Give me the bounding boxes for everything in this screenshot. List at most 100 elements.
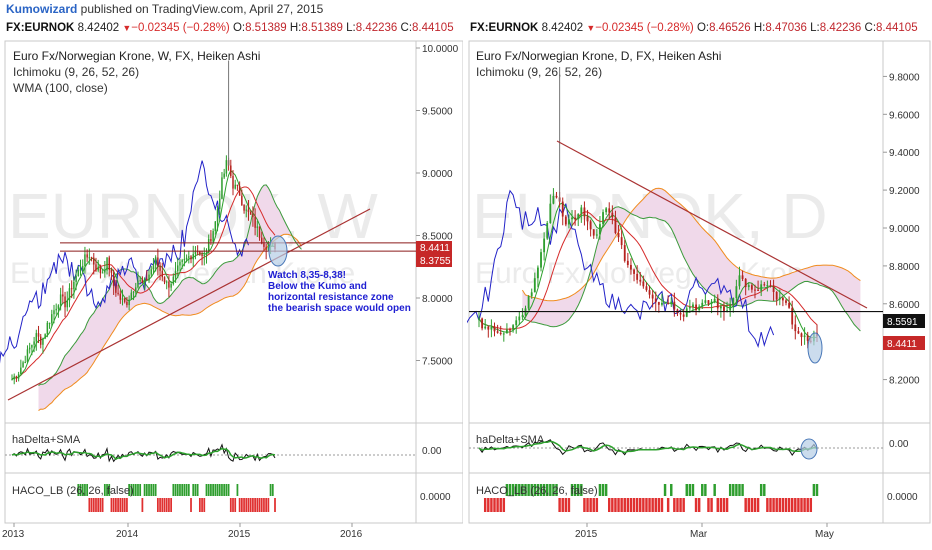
left-change: −0.02345 (−0.28%) <box>131 22 230 34</box>
weekly-kumo-cloud <box>38 184 302 411</box>
left-candle-body <box>247 209 250 213</box>
right-candle-body <box>757 289 760 291</box>
left-candle-body <box>179 261 181 266</box>
weekly-haco-tick: 0.0000 <box>420 492 451 503</box>
daily-hadelta-highlight <box>800 438 818 460</box>
right-h-label: H: <box>753 22 766 34</box>
left-haco-bar-down <box>260 498 263 512</box>
right-candle-body <box>546 223 549 239</box>
left-haco-bar-up <box>179 484 181 496</box>
right-haco-bar-down <box>809 498 813 512</box>
right-haco-bar-up <box>511 484 515 496</box>
right-haco-bar-down <box>775 498 778 512</box>
left-candle-body <box>115 285 117 293</box>
left-haco-bar-up <box>132 484 135 496</box>
left-candle-body <box>117 292 119 294</box>
left-c-label: C: <box>400 22 413 34</box>
right-haco-bar-down <box>769 498 772 512</box>
right-candle-body <box>648 290 651 295</box>
left-haco-bar-down <box>114 498 117 512</box>
daily-trendline <box>556 140 868 309</box>
daily-indicator-ichimoku: Ichimoku (9, 26, 52, 26) <box>476 65 602 79</box>
left-candle-body <box>28 347 31 350</box>
right-haco-bar-down <box>483 498 487 512</box>
right-haco-bar-down <box>558 498 561 512</box>
left-haco-bar-up <box>218 484 221 496</box>
left-haco-bar-up <box>210 484 212 496</box>
left-haco-bar-up <box>103 484 106 496</box>
weekly-haco-pane[interactable] <box>4 472 417 524</box>
right-haco-bar-up <box>713 484 716 496</box>
right-haco-bar-down <box>648 498 651 512</box>
left-haco-bar-up <box>187 484 190 496</box>
right-haco-bar-down <box>750 498 754 512</box>
left-candle-body <box>212 231 214 242</box>
left-haco-bar-up <box>174 484 177 496</box>
right-symbol[interactable]: FX:EURNOK <box>470 22 539 34</box>
left-candle-body <box>243 205 245 211</box>
daily-haco-pane[interactable] <box>468 472 884 524</box>
left-candle-body <box>95 264 97 271</box>
left-haco-bar-down <box>161 498 164 512</box>
weekly-price-tag-1-text: 8.4411 <box>420 243 450 254</box>
right-haco-bar-down <box>666 498 670 512</box>
left-candle-body <box>20 367 22 375</box>
left-symbol[interactable]: FX:EURNOK <box>6 22 75 34</box>
right-candle-body <box>496 331 499 333</box>
left-haco-bar-down <box>123 498 126 512</box>
daily-price-axis[interactable] <box>882 40 931 424</box>
right-haco-bar-down <box>725 498 729 512</box>
left-y-tick-2: 9.0000 <box>422 169 453 180</box>
right-candle-body <box>533 278 536 293</box>
weekly-chart[interactable]: EURNOK, W Euro Fx/Norwegian Krone Euro F… <box>0 38 463 542</box>
right-haco-bar-up <box>728 484 732 496</box>
weekly-indicator-wma: WMA (100, close) <box>13 81 108 95</box>
daily-senkou-a <box>521 206 861 332</box>
right-candle-body <box>484 326 487 329</box>
right-candle-body <box>589 221 592 230</box>
right-haco-bar-up <box>524 484 527 496</box>
left-haco-bar-down <box>267 498 270 512</box>
daily-haco-label: HACO_LB (26, 26, false) <box>476 485 598 497</box>
right-haco-bar-down <box>642 498 645 512</box>
left-haco-bar-up <box>150 484 153 496</box>
left-haco-bar-down <box>159 498 161 512</box>
left-candle-body <box>174 271 177 277</box>
left-candle-body <box>196 251 199 253</box>
right-candle-body <box>549 203 552 224</box>
left-candle-body <box>241 195 243 206</box>
left-candle-body <box>90 257 93 259</box>
daily-haco-bars <box>483 484 819 512</box>
left-h-value: 8.51389 <box>301 22 343 34</box>
left-candle-body <box>199 251 201 255</box>
left-candle-body <box>258 226 261 238</box>
right-candle-body <box>719 306 722 309</box>
weekly-hadelta-pane[interactable] <box>4 422 417 474</box>
annotation-line-3: horizontal resistance zone <box>268 292 394 303</box>
left-candle-body <box>106 257 108 271</box>
right-candle-body <box>623 245 626 261</box>
left-candle-body <box>168 281 170 288</box>
weekly-trendline <box>7 208 371 401</box>
left-haco-bar-up <box>128 484 131 496</box>
right-haco-bar-up <box>604 484 608 496</box>
left-haco-bar-down <box>247 498 250 512</box>
daily-chart[interactable]: EURNOK, D Euro Fx/Norwegian Krone Euro F… <box>467 38 932 542</box>
right-candle-body <box>620 237 623 246</box>
right-candle-body <box>512 325 515 330</box>
right-candle-body <box>797 331 800 334</box>
right-haco-bar-up <box>508 484 512 496</box>
weekly-price-axis[interactable] <box>415 40 463 424</box>
right-candle-body <box>785 300 787 303</box>
weekly-x-axis: 2013 2014 2015 2016 <box>2 523 363 540</box>
right-haco-bar-down <box>487 498 490 512</box>
left-candle-body <box>152 265 155 270</box>
author-link[interactable]: Kumowizard <box>6 2 78 16</box>
daily-hadelta-pane[interactable] <box>468 422 884 474</box>
right-haco-bar-down <box>778 498 782 512</box>
left-x-tick-0: 2013 <box>2 529 25 540</box>
left-quote-bar: FX:EURNOK 8.42402 ▼−0.02345 (−0.28%) O:8… <box>6 19 454 37</box>
left-candle-body <box>181 260 183 262</box>
left-candle-body <box>201 254 203 257</box>
left-candle-body <box>207 238 210 253</box>
